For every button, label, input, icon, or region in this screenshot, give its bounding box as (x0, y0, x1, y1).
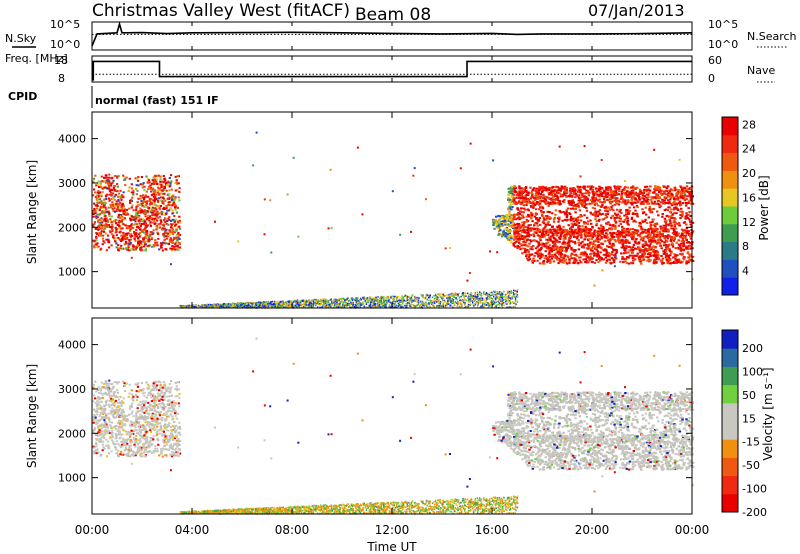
power-colorbar-swatch-5 (722, 188, 738, 207)
power-y-label: Slant Range [km] (25, 160, 39, 264)
velocity-cbar-tick-3: 15 (742, 412, 756, 425)
power-colorbar-swatch-8 (722, 134, 738, 154)
power-cbar-tick-4: 20 (742, 167, 756, 180)
velocity-colorbar-swatch-1 (722, 475, 738, 495)
power-ytick-label-1: 2000 (58, 221, 86, 234)
nave-tick-bottom: 0 (708, 72, 715, 85)
n-search-tick-top: 10^5 (708, 18, 738, 31)
xtick-label-2: 08:00 (275, 523, 310, 537)
xtick-label-1: 04:00 (175, 523, 210, 537)
freq-line (92, 60, 692, 81)
power-cbar-tick-6: 28 (742, 118, 756, 131)
power-ytick-label-3: 4000 (58, 133, 86, 146)
power-colorbar: 4 8 12 16 20 24 28 (721, 116, 756, 296)
beam-label: Beam 08 (355, 5, 431, 25)
noise-panel-frame (91, 21, 693, 51)
freq-tick-top: 18 (54, 54, 68, 67)
power-panel-frame (91, 111, 693, 309)
velocity-colorbar-frame (721, 329, 739, 513)
velocity-ytick-label-2: 3000 (58, 383, 86, 396)
power-colorbar-frame (721, 116, 739, 296)
velocity-colorbar-swatch-8 (722, 348, 738, 367)
velocity-cbar-tick-2: 50 (742, 389, 756, 402)
power-ytick-label-0: 1000 (58, 266, 86, 279)
n-sky-tick-top: 10^5 (50, 18, 80, 31)
power-cbar-tick-5: 24 (742, 143, 756, 156)
nave-tick-top: 60 (708, 54, 722, 67)
velocity-colorbar-swatch-3 (722, 439, 738, 458)
x-axis: 00:00 04:00 08:00 12:00 16:00 20:00 00:00 (75, 22, 710, 537)
power-colorbar-swatch-3 (722, 223, 738, 243)
velocity-colorbar: 200 100 50 15 -15 -50 -100 -200 (721, 329, 767, 519)
velocity-cbar-tick-0: 200 (742, 342, 763, 355)
velocity-colorbar-swatch-6 (722, 384, 738, 404)
velocity-colorbar-swatch-7 (722, 366, 738, 386)
freq-label: Freq. [MHz] (5, 52, 68, 65)
velocity-panel-frame (91, 317, 693, 515)
velocity-y-axis: 1000 2000 3000 4000 (58, 339, 692, 485)
chart-title: Christmas Valley West (fitACF) (92, 1, 350, 21)
xtick-label-0: 00:00 (75, 523, 110, 537)
power-cbar-tick-3: 16 (742, 191, 756, 204)
n-search-tick-bottom: 10^0 (708, 38, 738, 51)
power-cbar-tick-0: 4 (742, 265, 749, 278)
xtick-label-4: 16:00 (475, 523, 510, 537)
freq-tick-bottom: 8 (58, 72, 65, 85)
power-ytick-label-2: 3000 (58, 177, 86, 190)
velocity-scatter (92, 337, 695, 515)
velocity-colorbar-label: Velocity [m s⁻¹] (761, 367, 775, 460)
power-scatter (92, 131, 695, 309)
x-axis-label: Time UT (366, 540, 417, 554)
power-colorbar-swatch-9 (722, 117, 738, 136)
power-y-axis: 1000 2000 3000 4000 (58, 133, 692, 279)
n-search-label: N.Search (747, 30, 797, 43)
nave-label: Nave (747, 64, 775, 77)
power-colorbar-swatch-0 (722, 277, 738, 296)
power-cbar-tick-1: 8 (742, 240, 749, 253)
velocity-ytick-label-3: 4000 (58, 339, 86, 352)
n-sky-line (91, 21, 693, 47)
power-colorbar-swatch-2 (722, 241, 738, 260)
date-label: 07/Jan/2013 (588, 1, 685, 20)
velocity-colorbar-swatch-4 (722, 421, 738, 440)
power-colorbar-swatch-1 (722, 259, 738, 278)
power-colorbar-label: Power [dB] (757, 175, 771, 240)
velocity-cbar-tick-4: -15 (742, 436, 760, 449)
velocity-ytick-label-0: 1000 (58, 472, 86, 485)
velocity-cbar-tick-6: -100 (742, 483, 767, 496)
power-colorbar-swatch-6 (722, 170, 738, 189)
n-sky-tick-bottom: 10^0 (50, 38, 80, 51)
xtick-label-3: 12:00 (375, 523, 410, 537)
cpid-label: CPID (8, 90, 37, 103)
cpid-text: normal (fast) 151 IF (95, 94, 219, 107)
velocity-colorbar-swatch-0 (722, 493, 738, 513)
velocity-cbar-tick-1: 100 (742, 365, 763, 378)
velocity-cbar-tick-5: -50 (742, 459, 760, 472)
velocity-ytick-label-1: 2000 (58, 427, 86, 440)
xtick-label-6: 00:00 (675, 523, 710, 537)
power-colorbar-swatch-7 (722, 152, 738, 171)
power-cbar-tick-2: 12 (742, 216, 756, 229)
power-colorbar-swatch-4 (722, 206, 738, 225)
xtick-label-5: 20:00 (575, 523, 610, 537)
velocity-colorbar-swatch-9 (722, 330, 738, 349)
velocity-colorbar-swatch-2 (722, 457, 738, 477)
velocity-cbar-tick-7: -200 (742, 506, 767, 519)
velocity-y-label: Slant Range [km] (25, 364, 39, 468)
velocity-colorbar-swatch-5 (722, 402, 738, 422)
n-sky-label: N.Sky (5, 32, 37, 45)
